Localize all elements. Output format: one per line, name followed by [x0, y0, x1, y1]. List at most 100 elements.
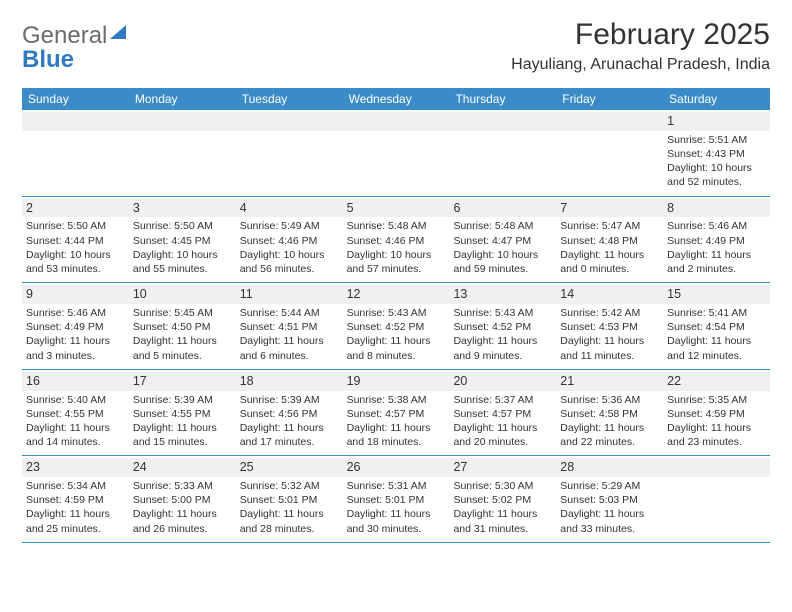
calendar-day: 16Sunrise: 5:40 AMSunset: 4:55 PMDayligh…: [22, 370, 129, 456]
day-number: 20: [453, 374, 467, 388]
calendar-day: 18 Sunrise: 5:39 AMSunset: 4:56 PMDayligh…: [236, 370, 343, 456]
sunset-text: Sunset: 4:46 PM: [240, 234, 339, 248]
daylight-text: Daylight: 11 hours: [453, 421, 552, 435]
daylight-text: Daylight: 10 hours: [240, 248, 339, 262]
daylight-text: Daylight: 11 hours: [133, 421, 232, 435]
daylight-text: Daylight: 11 hours: [240, 421, 339, 435]
sunrise-text: Sunrise: 5:42 AM: [560, 306, 659, 320]
calendar-day: 23Sunrise: 5:34 AMSunset: 4:59 PMDayligh…: [22, 456, 129, 542]
sunset-text: Sunset: 4:59 PM: [667, 407, 766, 421]
sunset-text: Sunset: 4:45 PM: [133, 234, 232, 248]
daylight-text: Daylight: 10 hours: [347, 248, 446, 262]
daylight-text: Daylight: 11 hours: [26, 507, 125, 521]
daynum-row: 14: [556, 285, 663, 304]
daylight-text: and 11 minutes.: [560, 349, 659, 363]
title-block: February 2025 Hayuliang, Arunachal Prade…: [511, 18, 770, 74]
calendar-day: 17Sunrise: 5:39 AMSunset: 4:55 PMDayligh…: [129, 370, 236, 456]
calendar-day: [129, 110, 236, 196]
calendar-week: 1Sunrise: 5:51 AMSunset: 4:43 PMDaylight…: [22, 110, 770, 197]
sunrise-text: Sunrise: 5:43 AM: [347, 306, 446, 320]
sunset-text: Sunset: 4:56 PM: [240, 407, 339, 421]
daylight-text: Daylight: 11 hours: [240, 334, 339, 348]
daylight-text: and 20 minutes.: [453, 435, 552, 449]
daynum-row: 18: [236, 372, 343, 391]
calendar-day: 27Sunrise: 5:30 AMSunset: 5:02 PMDayligh…: [449, 456, 556, 542]
day-number: 26: [347, 460, 361, 474]
daynum-row: 20: [449, 372, 556, 391]
sunrise-text: Sunrise: 5:48 AM: [453, 219, 552, 233]
daylight-text: Daylight: 11 hours: [26, 334, 125, 348]
daylight-text: Daylight: 11 hours: [667, 248, 766, 262]
day-number: 10: [133, 287, 147, 301]
header: General Blue February 2025 Hayuliang, Ar…: [22, 18, 770, 74]
daynum-row: 2: [22, 199, 129, 218]
calendar-week: 23Sunrise: 5:34 AMSunset: 4:59 PMDayligh…: [22, 456, 770, 543]
weekday-header-row: SundayMondayTuesdayWednesdayThursdayFrid…: [22, 88, 770, 110]
daynum-row: 6: [449, 199, 556, 218]
daylight-text: Daylight: 11 hours: [560, 507, 659, 521]
daylight-text: and 30 minutes.: [347, 522, 446, 536]
daynum-row: [556, 112, 663, 131]
daylight-text: Daylight: 11 hours: [560, 248, 659, 262]
sunrise-text: Sunrise: 5:49 AM: [240, 219, 339, 233]
calendar-day: 2Sunrise: 5:50 AMSunset: 4:44 PMDaylight…: [22, 197, 129, 283]
daylight-text: Daylight: 11 hours: [560, 334, 659, 348]
sunset-text: Sunset: 4:55 PM: [26, 407, 125, 421]
weekday-header: Sunday: [22, 88, 129, 110]
page-title: February 2025: [511, 18, 770, 52]
day-number: 23: [26, 460, 40, 474]
day-number: 1: [667, 114, 674, 128]
sunset-text: Sunset: 4:58 PM: [560, 407, 659, 421]
daylight-text: and 57 minutes.: [347, 262, 446, 276]
daynum-row: 8: [663, 199, 770, 218]
calendar-day: 11Sunrise: 5:44 AMSunset: 4:51 PMDayligh…: [236, 283, 343, 369]
daynum-row: [236, 112, 343, 131]
sunrise-text: Sunrise: 5:37 AM: [453, 393, 552, 407]
daylight-text: and 2 minutes.: [667, 262, 766, 276]
sunrise-text: Sunrise: 5:35 AM: [667, 393, 766, 407]
calendar-day: [663, 456, 770, 542]
calendar-day: 26Sunrise: 5:31 AMSunset: 5:01 PMDayligh…: [343, 456, 450, 542]
day-number: 18: [240, 374, 254, 388]
day-number: 9: [26, 287, 33, 301]
daynum-row: 5: [343, 199, 450, 218]
day-number: 27: [453, 460, 467, 474]
sunset-text: Sunset: 4:47 PM: [453, 234, 552, 248]
daynum-row: 19: [343, 372, 450, 391]
day-number: 4: [240, 201, 247, 215]
sunset-text: Sunset: 4:50 PM: [133, 320, 232, 334]
day-number: [560, 114, 563, 128]
sunset-text: Sunset: 5:02 PM: [453, 493, 552, 507]
calendar-day: 24Sunrise: 5:33 AMSunset: 5:00 PMDayligh…: [129, 456, 236, 542]
daynum-row: 16: [22, 372, 129, 391]
calendar: SundayMondayTuesdayWednesdayThursdayFrid…: [22, 88, 770, 543]
sunset-text: Sunset: 4:57 PM: [347, 407, 446, 421]
calendar-day: 20Sunrise: 5:37 AMSunset: 4:57 PMDayligh…: [449, 370, 556, 456]
calendar-day: 19Sunrise: 5:38 AMSunset: 4:57 PMDayligh…: [343, 370, 450, 456]
sunrise-text: Sunrise: 5:46 AM: [26, 306, 125, 320]
sunrise-text: Sunrise: 5:50 AM: [133, 219, 232, 233]
daylight-text: and 55 minutes.: [133, 262, 232, 276]
daylight-text: and 0 minutes.: [560, 262, 659, 276]
sunset-text: Sunset: 4:44 PM: [26, 234, 125, 248]
daylight-text: Daylight: 11 hours: [26, 421, 125, 435]
daynum-row: 17: [129, 372, 236, 391]
sunrise-text: Sunrise: 5:50 AM: [26, 219, 125, 233]
daynum-row: 27: [449, 458, 556, 477]
sunset-text: Sunset: 4:48 PM: [560, 234, 659, 248]
day-number: 21: [560, 374, 574, 388]
sunrise-text: Sunrise: 5:39 AM: [240, 393, 339, 407]
daylight-text: Daylight: 10 hours: [26, 248, 125, 262]
weekday-header: Thursday: [449, 88, 556, 110]
daylight-text: and 6 minutes.: [240, 349, 339, 363]
sunrise-text: Sunrise: 5:45 AM: [133, 306, 232, 320]
daylight-text: Daylight: 11 hours: [347, 421, 446, 435]
daynum-row: [22, 112, 129, 131]
sunset-text: Sunset: 4:54 PM: [667, 320, 766, 334]
sunset-text: Sunset: 4:46 PM: [347, 234, 446, 248]
daynum-row: 23: [22, 458, 129, 477]
daylight-text: Daylight: 11 hours: [560, 421, 659, 435]
weekday-header: Wednesday: [343, 88, 450, 110]
sunset-text: Sunset: 5:01 PM: [240, 493, 339, 507]
calendar-day: 10Sunrise: 5:45 AMSunset: 4:50 PMDayligh…: [129, 283, 236, 369]
